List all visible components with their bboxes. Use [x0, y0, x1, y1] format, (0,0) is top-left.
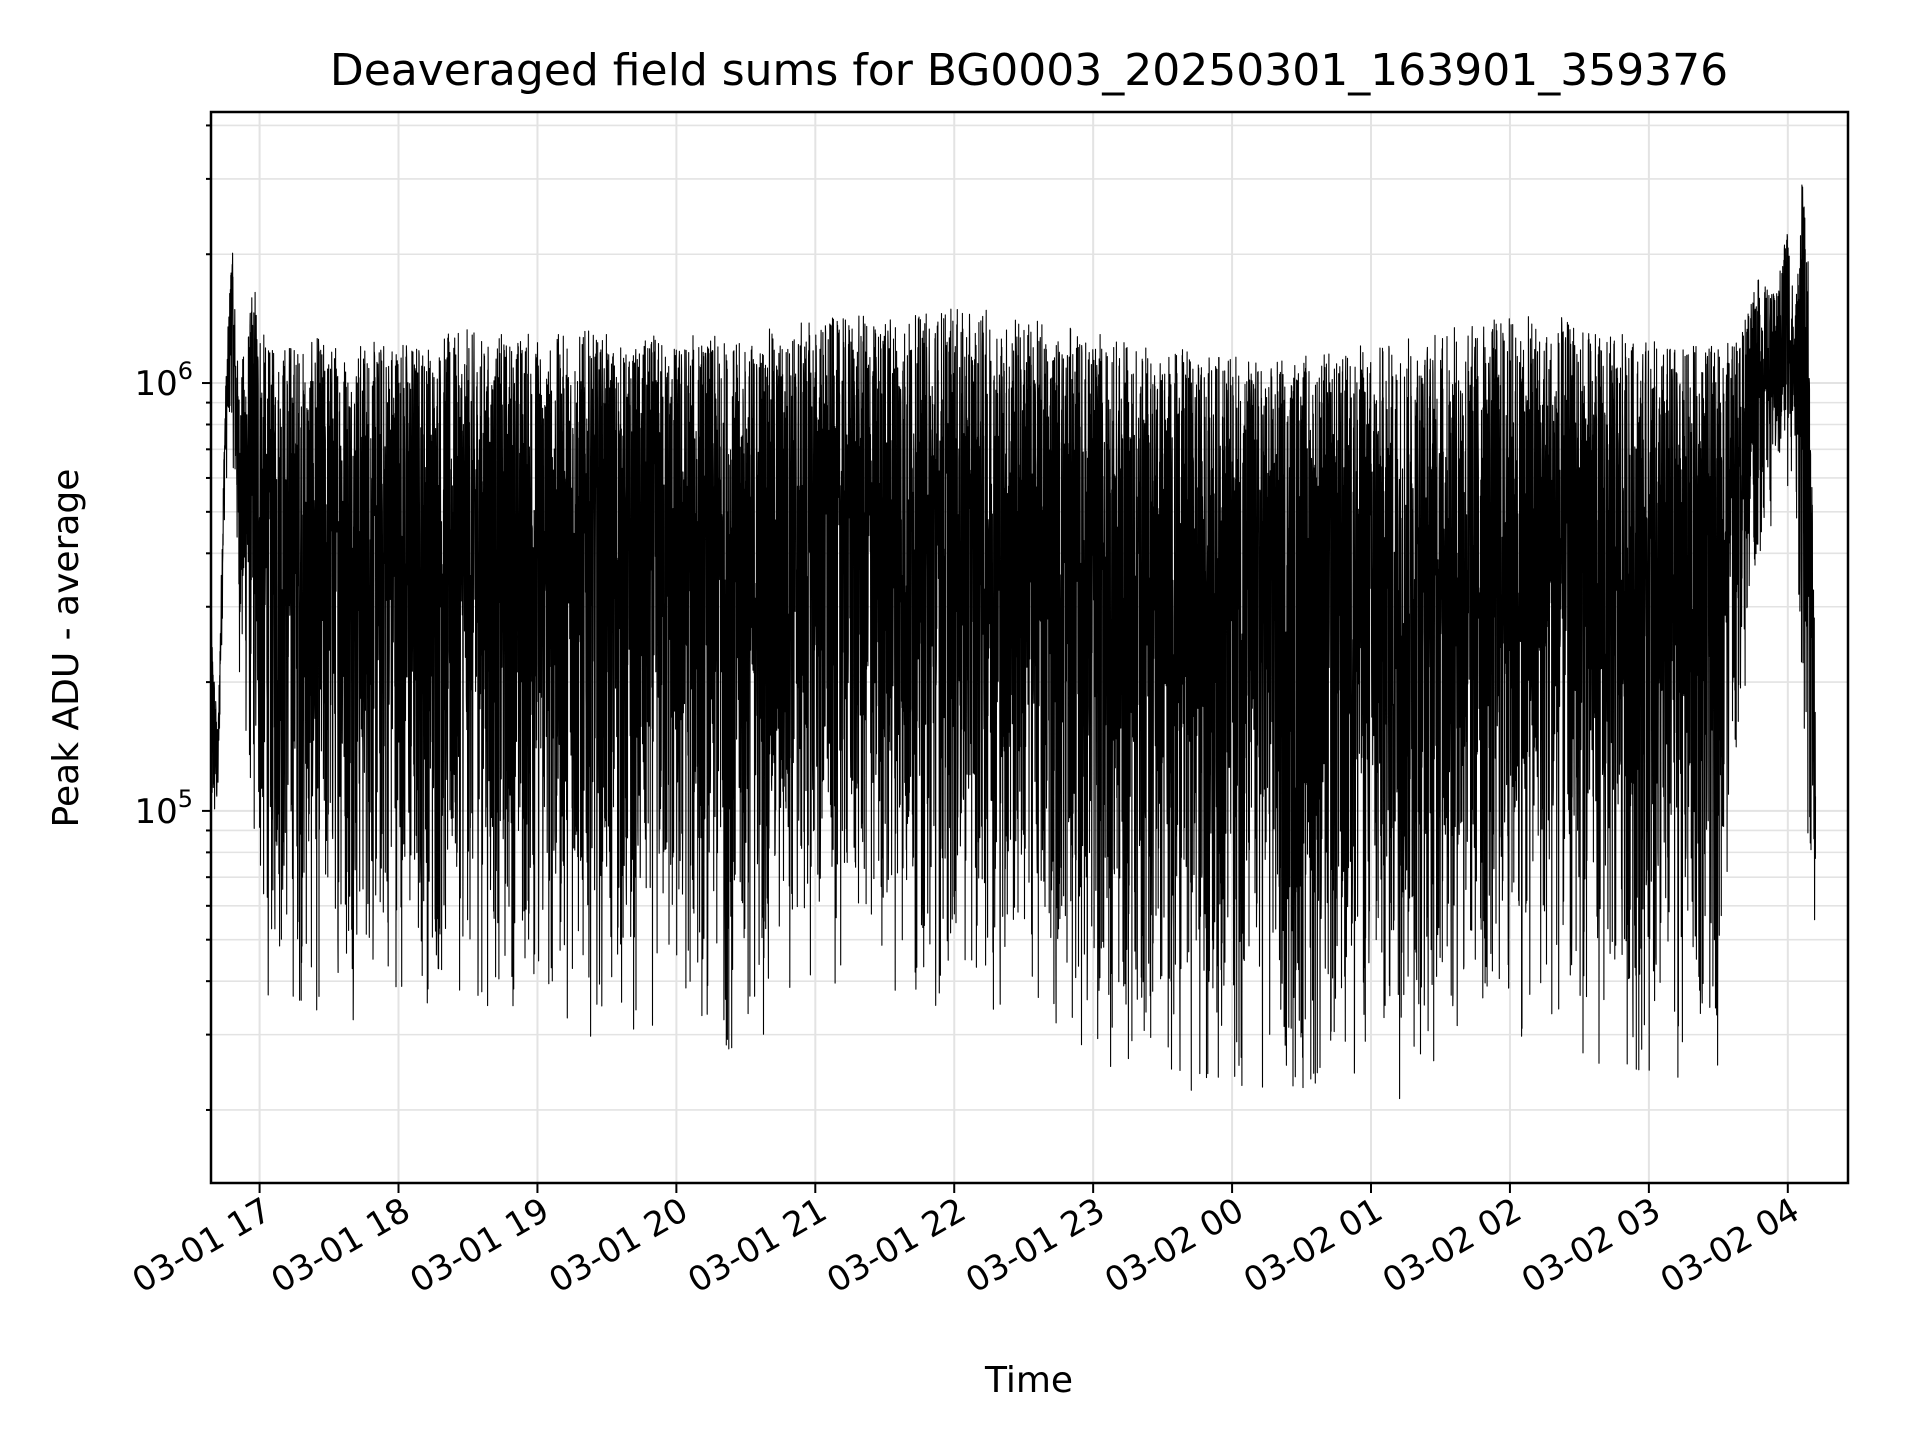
- plot-frame: [209, 110, 1850, 1185]
- series-line: [210, 184, 1817, 1100]
- x-axis-label: Time: [984, 1360, 1073, 1401]
- y-axis-label: Peak ADU - average: [46, 469, 87, 828]
- data-layer: [210, 184, 1817, 1100]
- y-tick-label: 105: [134, 785, 193, 832]
- y-axis: 105 106: [134, 124, 211, 1111]
- chart-title: Deaveraged field sums for BG0003_2025030…: [330, 45, 1728, 96]
- y-tick-label: 106: [134, 357, 193, 404]
